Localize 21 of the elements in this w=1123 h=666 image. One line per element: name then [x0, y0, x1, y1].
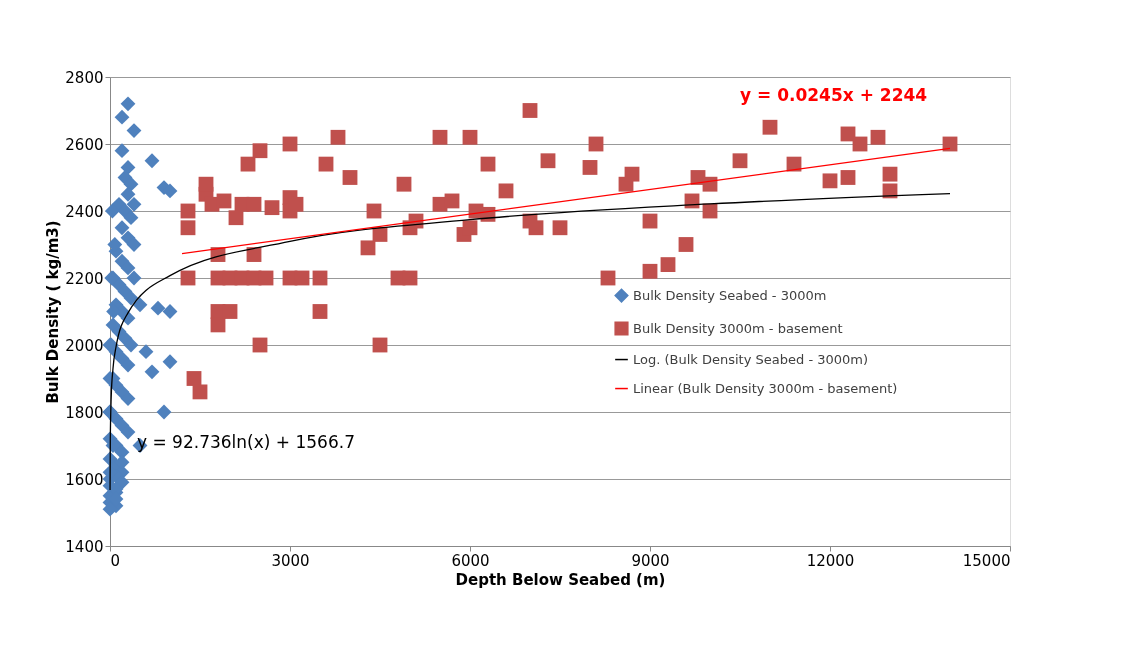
annotation: y = 0.0245x + 2244 [740, 84, 928, 105]
y-tick-label: 2200 [65, 269, 104, 288]
y-tick-label: 2400 [65, 202, 104, 221]
x-axis-title: Depth Below Seabed (m) [455, 570, 666, 589]
x-tick-label: 6000 [451, 551, 490, 570]
x-tick-label: 15000 [962, 551, 1011, 570]
y-tick-label: 1800 [65, 403, 104, 422]
y-tick-label: 2800 [65, 68, 104, 87]
x-tick-label: 9000 [631, 551, 670, 570]
x-tick-label: 3000 [271, 551, 310, 570]
x-tick-label: 12000 [806, 551, 855, 570]
y-tick-label: 2600 [65, 135, 104, 154]
y-tick-label: 1400 [65, 537, 104, 556]
y-tick-label: 2000 [65, 336, 104, 355]
legend-label: Bulk Density 3000m - basement [633, 320, 843, 336]
legend-label: Linear (Bulk Density 3000m - basement) [633, 380, 898, 396]
y-axis-title: Bulk Density ( kg/m3) [44, 220, 63, 404]
x-tick-label: 0 [110, 551, 121, 570]
y-tick-label: 1600 [65, 470, 104, 489]
legend-label: Bulk Density Seabed - 3000m [633, 287, 827, 303]
legend-label: Log. (Bulk Density Seabed - 3000m) [633, 351, 869, 367]
